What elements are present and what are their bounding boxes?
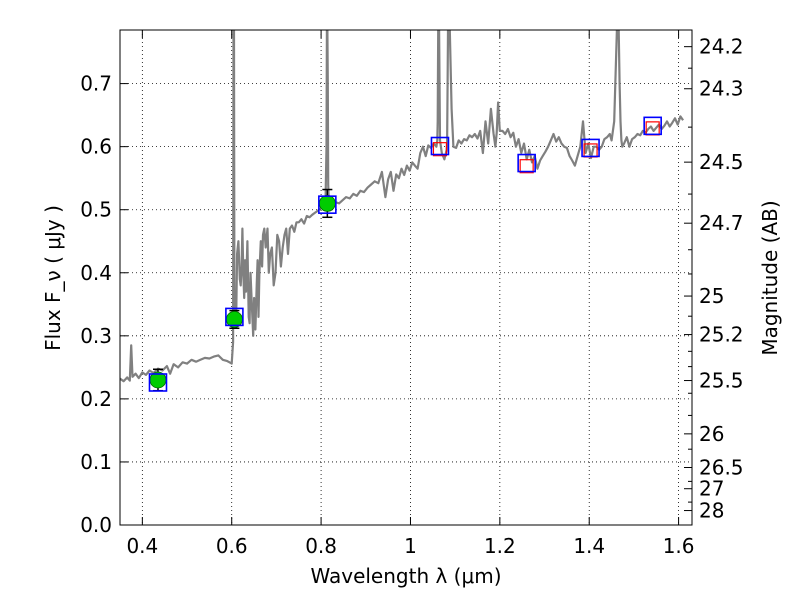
x-axis: 0.4 0.6 0.8 1 1.2 1.4 1.6 — [126, 30, 695, 558]
model-photometry-marker — [581, 138, 600, 158]
right-tick-label: 24.3 — [699, 77, 744, 101]
right-tick-label: 25 — [699, 284, 724, 308]
right-tick-label: 24.5 — [699, 150, 744, 174]
x-tick-label: 0.4 — [126, 534, 158, 558]
right-tick-label: 25.5 — [699, 369, 744, 393]
model-photometry-marker — [430, 136, 450, 156]
y-tick-label: 0.3 — [80, 324, 112, 348]
x-tick-label: 0.6 — [216, 534, 248, 558]
right-tick-label: 24.2 — [699, 35, 744, 59]
observed-photometry-point — [318, 195, 336, 212]
plot-frame — [119, 29, 693, 526]
grid-lines — [120, 30, 692, 526]
y-tick-label: 0.7 — [80, 72, 112, 96]
right-tick-label: 24.7 — [699, 211, 744, 235]
model-photometry-marker — [517, 153, 536, 173]
model-photometry-marker — [643, 116, 662, 136]
x-tick-label: 1.6 — [663, 534, 695, 558]
x-tick-label: 0.8 — [305, 534, 337, 558]
x-axis-label: Wavelength λ (μm) — [310, 564, 501, 588]
x-tick-label: 1 — [404, 534, 417, 558]
right-tick-label: 28 — [699, 499, 724, 523]
y-axis: 0.0 0.1 0.2 0.3 0.4 0.5 0.6 0.7 — [80, 72, 128, 537]
y-tick-label: 0.0 — [80, 513, 112, 537]
right-tick-label: 26.5 — [699, 455, 744, 479]
x-tick-label: 1.2 — [484, 534, 516, 558]
model-photometry-marker — [318, 195, 337, 214]
y-tick-label: 0.6 — [80, 135, 112, 159]
upper-limit-marker — [432, 142, 448, 157]
right-tick-label: 25.2 — [699, 323, 744, 347]
x-tick-label: 1.4 — [573, 534, 605, 558]
plot-area — [120, 30, 684, 392]
upper-limit-marker — [519, 159, 534, 174]
right-tick-label: 27 — [699, 477, 724, 501]
y-tick-label: 0.2 — [80, 387, 112, 411]
y-tick-label: 0.5 — [80, 198, 112, 222]
y-axis-label: Flux F_ν ( μJy ) — [41, 205, 65, 351]
y-tick-label: 0.1 — [80, 450, 112, 474]
model-photometry-marker — [148, 373, 168, 392]
right-axis-label: Magnitude (AB) — [758, 200, 782, 355]
model-photometry-marker — [225, 307, 244, 327]
y-tick-label: 0.4 — [80, 261, 112, 285]
right-tick-label: 26 — [699, 422, 724, 446]
model-spectrum-line — [120, 30, 684, 383]
